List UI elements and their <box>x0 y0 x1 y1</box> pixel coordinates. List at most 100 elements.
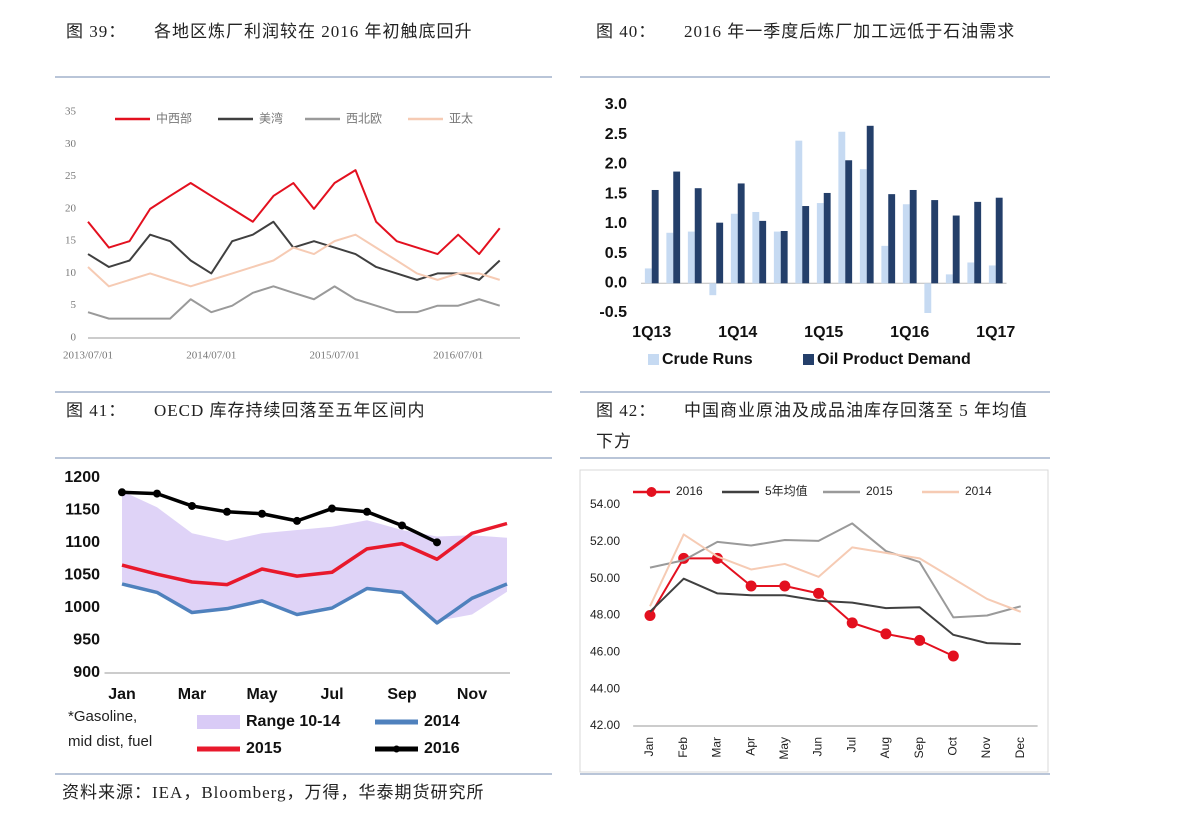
caption-label: 图 39： <box>66 22 127 41</box>
bar <box>802 206 810 284</box>
legend-swatch <box>648 354 659 365</box>
y-tick-label: 25 <box>65 170 77 182</box>
x-tick-label: 2014/07/01 <box>186 350 236 362</box>
y-tick-label: 44.00 <box>590 681 620 695</box>
bar <box>909 189 917 284</box>
legend-swatch <box>803 354 814 365</box>
x-tick-label: 2015/07/01 <box>310 350 360 362</box>
bar <box>752 211 760 284</box>
point <box>363 507 371 516</box>
series-line <box>87 233 501 288</box>
series-line <box>649 557 954 657</box>
bar <box>881 245 889 284</box>
range-area <box>122 491 507 621</box>
legend-label: 5年均值 <box>765 483 808 498</box>
point <box>433 538 441 547</box>
bar <box>737 183 745 284</box>
bar <box>709 283 717 296</box>
legend-label: 西北欧 <box>346 112 382 126</box>
y-tick-label: 0.5 <box>605 245 627 262</box>
legend-swatch <box>197 715 240 729</box>
bar <box>644 268 652 284</box>
y-tick-label: 54.00 <box>590 497 620 511</box>
x-tick-label: 1Q16 <box>890 324 929 341</box>
bar <box>945 274 953 284</box>
x-tick-label: Jul <box>844 737 858 752</box>
bar <box>859 169 867 284</box>
series-line <box>649 577 1021 646</box>
bar <box>974 201 982 284</box>
y-tick-label: 900 <box>73 664 100 681</box>
x-tick-label: Jan <box>642 737 656 756</box>
x-tick-label: Nov <box>457 686 487 703</box>
x-tick-label: Aug <box>878 737 892 758</box>
bar <box>673 171 681 284</box>
y-tick-label: 46.00 <box>590 645 620 659</box>
caption-label: 图 42： <box>596 401 657 420</box>
point <box>880 628 892 640</box>
legend-label: 2015 <box>866 484 893 498</box>
series-line <box>649 533 1022 613</box>
legend-label: 2014 <box>424 713 460 730</box>
legend-label: 美湾 <box>259 111 283 126</box>
separators <box>55 76 1050 775</box>
legend-label: 2016 <box>424 740 460 757</box>
x-tick-label: Dec <box>1013 737 1027 758</box>
y-tick-label: 1.5 <box>605 185 627 202</box>
point <box>846 617 858 629</box>
y-tick-label: 1.0 <box>605 215 627 232</box>
point <box>188 501 196 510</box>
bar <box>988 265 996 284</box>
caption-text: OECD 库存持续回落至五年区间内 <box>154 401 426 420</box>
legend-marker <box>646 487 657 497</box>
bar <box>838 131 846 284</box>
y-tick-label: 20 <box>65 202 77 214</box>
bar <box>888 194 896 284</box>
x-tick-label: Sep <box>387 686 417 703</box>
legend-marker <box>393 745 400 753</box>
x-tick-label: Jul <box>320 686 343 703</box>
legend-label: 2014 <box>965 484 992 498</box>
bar <box>759 220 767 284</box>
bar <box>780 230 788 284</box>
y-tick-label: 35 <box>65 106 77 118</box>
y-tick-label: 1050 <box>64 567 100 584</box>
x-tick-label: 2016/07/01 <box>433 350 483 362</box>
bar <box>795 140 803 284</box>
x-tick-label: May <box>246 686 277 703</box>
point <box>779 580 791 592</box>
x-tick-label: May <box>777 737 791 760</box>
bar <box>694 188 702 284</box>
legend-label: 亚太 <box>449 111 473 126</box>
x-tick-label: Sep <box>912 737 926 759</box>
point <box>293 516 301 525</box>
x-tick-label: Apr <box>743 737 757 756</box>
point <box>223 507 231 516</box>
caption: 图 39： 各地区炼厂利润较在 2016 年初触底回升 <box>66 16 536 47</box>
caption: 图 40： 2016 年一季度后炼厂加工远低于石油需求 <box>596 16 1041 47</box>
x-tick-label: 2013/07/01 <box>63 350 113 362</box>
caption-text: 中国商业原油及成品油库存回落至 5 年均值下方 <box>596 401 1028 451</box>
y-tick-label: 50.00 <box>590 571 620 585</box>
bar <box>952 215 960 284</box>
y-tick-label: 42.00 <box>590 718 620 732</box>
x-tick-label: 1Q15 <box>804 324 843 341</box>
source-note: 资料来源：IEA，Bloomberg，万得，华泰期货研究所 <box>62 783 485 802</box>
legend-label: Range 10-14 <box>246 713 340 730</box>
series-line <box>121 582 508 625</box>
chart-frame <box>579 469 1049 773</box>
y-tick-label: 0.0 <box>605 275 627 292</box>
y-tick-label: 1150 <box>65 502 100 519</box>
bar <box>651 189 659 284</box>
point <box>947 650 959 662</box>
point <box>153 489 161 498</box>
point <box>644 610 656 621</box>
caption-label: 图 41： <box>66 401 127 420</box>
legend-label: 中西部 <box>156 111 192 126</box>
series-line <box>121 521 508 587</box>
bar <box>666 232 674 284</box>
bar <box>902 204 910 284</box>
x-tick-label: 1Q13 <box>632 324 671 341</box>
